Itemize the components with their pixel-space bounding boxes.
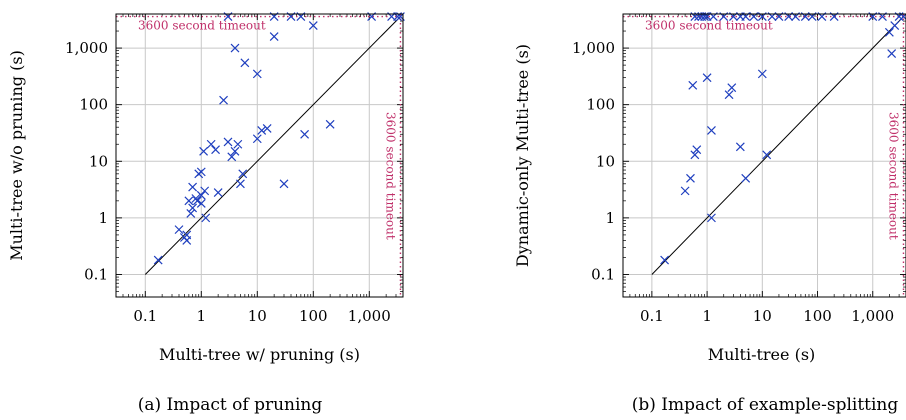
y-tick-label: 1,000 — [572, 39, 615, 57]
data-point — [153, 255, 163, 265]
data-point — [269, 32, 279, 41]
data-point — [884, 27, 894, 37]
data-point — [236, 179, 245, 189]
data-point — [186, 208, 196, 218]
data-point — [660, 255, 670, 265]
data-point — [741, 173, 751, 183]
data-point — [692, 145, 702, 155]
data-point — [199, 146, 209, 156]
data-point — [240, 58, 250, 68]
y-tick-label: 100 — [79, 96, 108, 114]
data-point — [213, 188, 223, 197]
diagonal-line — [651, 16, 904, 275]
x-tick-label: 1 — [197, 307, 207, 325]
data-point — [707, 126, 716, 135]
data-point — [252, 69, 262, 79]
data-point — [890, 21, 900, 30]
data-point — [735, 142, 745, 152]
data-point — [325, 119, 335, 129]
plot-frame — [622, 13, 906, 298]
data-point — [219, 95, 228, 105]
x-tick-label: 1,000 — [348, 307, 391, 325]
data-point — [196, 190, 206, 200]
y-axis-label: Multi-tree w/o pruning (s) — [7, 50, 26, 261]
data-point — [257, 126, 267, 135]
timeout-label-vertical: 3600 second timeout — [383, 112, 397, 240]
panel-caption: (b) Impact of example-splitting — [632, 395, 899, 415]
diagonal-line — [144, 16, 401, 275]
data-point — [702, 73, 712, 83]
data-point — [182, 230, 192, 240]
data-point — [188, 203, 198, 213]
x-tick-label: 1,000 — [851, 307, 894, 325]
data-point — [230, 146, 240, 156]
data-point — [206, 139, 216, 149]
data-point — [200, 186, 210, 196]
y-tick-label: 10 — [89, 152, 108, 170]
y-tick-label: 10 — [596, 152, 615, 170]
data-point — [757, 69, 767, 79]
data-point — [192, 196, 202, 206]
data-point — [174, 225, 184, 235]
x-tick-label: 0.1 — [133, 307, 157, 325]
data-point — [300, 129, 310, 139]
data-point — [707, 213, 716, 223]
scatter-panel-example-splitting: 0.1 0.1 1 1 10 10 100 100 1,000 1,000 3600 second … — [513, 12, 906, 415]
data-point — [308, 21, 318, 30]
data-point — [680, 186, 690, 196]
x-tick-label: 10 — [753, 307, 772, 325]
x-tick-label: 100 — [299, 307, 328, 325]
y-tick-label: 1 — [605, 209, 615, 227]
data-point — [690, 150, 700, 160]
data-point — [211, 145, 221, 155]
y-axis-label: Dynamic-only Multi-tree (s) — [513, 44, 532, 267]
x-tick-label: 0.1 — [640, 307, 664, 325]
timeout-label-horizontal: 3600 second timeout — [645, 19, 773, 33]
timeout-label-horizontal: 3600 second timeout — [138, 19, 266, 33]
data-point — [686, 173, 695, 183]
data-point — [230, 43, 240, 53]
data-point — [262, 124, 272, 133]
x-axis-label: Multi-tree w/ pruning (s) — [159, 345, 360, 364]
x-axis-label: Multi-tree (s) — [708, 345, 816, 364]
y-tick-label: 0.1 — [84, 265, 108, 283]
y-tick-label: 0.1 — [591, 265, 615, 283]
data-point — [279, 179, 289, 189]
data-point — [688, 80, 698, 90]
y-tick-label: 100 — [586, 96, 615, 114]
data-point — [887, 49, 897, 58]
plot-frame — [115, 13, 404, 298]
data-point — [762, 150, 772, 160]
data-point — [238, 169, 248, 179]
panel-caption: (a) Impact of pruning — [138, 395, 323, 415]
data-point — [196, 199, 206, 208]
x-tick-label: 1 — [702, 307, 712, 325]
data-point — [223, 137, 233, 147]
data-point — [201, 213, 211, 223]
timeout-label-vertical: 3600 second timeout — [886, 112, 900, 240]
data-point — [233, 139, 243, 149]
x-tick-label: 100 — [803, 307, 832, 325]
scatter-panel-pruning: 0.1 0.1 1 1 10 10 100 100 1,000 1,000 3600 second … — [7, 12, 405, 415]
x-tick-label: 10 — [248, 307, 267, 325]
data-point — [252, 134, 262, 144]
data-point — [724, 90, 734, 100]
data-point — [727, 83, 737, 93]
data-point — [188, 182, 198, 192]
y-tick-label: 1 — [98, 209, 108, 227]
y-tick-label: 1,000 — [65, 39, 108, 57]
data-point — [196, 167, 206, 177]
data-point — [227, 152, 237, 162]
data-point — [184, 196, 194, 206]
